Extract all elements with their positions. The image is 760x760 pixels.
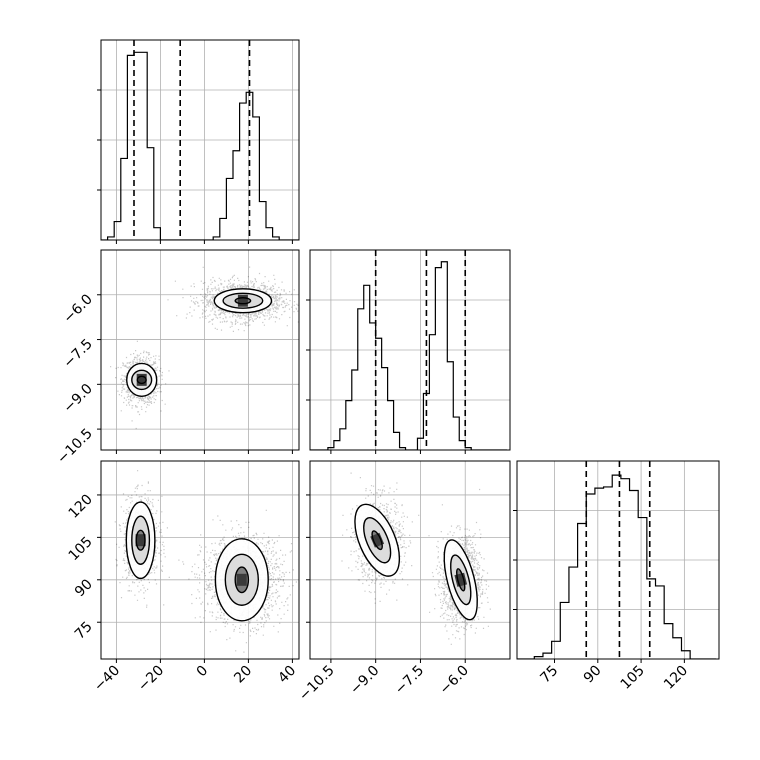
contour-line: [222, 292, 264, 309]
contour-line: [450, 554, 472, 606]
y-tick-label-p2: 90: [72, 576, 96, 600]
contour-line: [131, 515, 151, 565]
contour-line: [363, 516, 392, 564]
histogram-step: [101, 51, 299, 240]
histogram-step: [517, 474, 717, 659]
y-tick-label-p1: −9.0: [60, 381, 95, 416]
joint-p0-p1: [101, 250, 299, 450]
x-tick-label-p0: −40: [91, 663, 123, 695]
joint-p1-p2-frame: [309, 460, 511, 660]
y-tick-label-p1: −7.5: [60, 336, 95, 371]
contour-line: [213, 288, 273, 314]
x-tick-label-p2: 120: [661, 663, 691, 693]
x-tick-label-p0: −20: [135, 663, 167, 695]
density-peak: [370, 532, 385, 548]
x-tick-label-p0: 40: [275, 663, 299, 687]
x-tick-label-p2: 90: [581, 663, 605, 687]
joint-p1-p2: [310, 461, 510, 659]
x-tick-label-p0: 20: [231, 663, 255, 687]
x-tick-label-p2: 105: [618, 663, 648, 693]
contour-line: [131, 369, 153, 391]
x-tick-label-p1: −10.5: [296, 663, 338, 705]
y-tick-label-p1: −6.0: [60, 291, 95, 326]
y-tick-label-p2: 120: [66, 491, 96, 521]
histogram-step: [310, 261, 508, 450]
y-tick-label-p2: 75: [72, 619, 96, 643]
contour-line: [135, 529, 146, 551]
joint-p0-p2-frame: [100, 460, 300, 660]
scatter-points: [110, 266, 299, 430]
density-peak: [237, 294, 248, 307]
contour-line: [354, 503, 401, 577]
x-tick-label-p1: −7.5: [392, 663, 427, 698]
contour-line: [456, 568, 466, 592]
contour-line: [224, 553, 260, 606]
y-tick-label-p2: 105: [66, 534, 96, 564]
y-tick-label-p1: −10.5: [54, 426, 96, 468]
contour-line: [136, 375, 147, 385]
x-tick-label-p1: −6.0: [437, 663, 472, 698]
x-tick-label-p2: 75: [537, 663, 561, 687]
contour-line: [126, 362, 158, 397]
contour-line: [125, 501, 156, 580]
contour-line: [234, 566, 250, 594]
density-peak: [135, 534, 146, 547]
x-tick-label-p0: 0: [194, 663, 212, 681]
joint-p0-p2: [101, 461, 299, 659]
x-tick-label-p1: −9.0: [347, 663, 382, 698]
contour-line: [371, 530, 383, 551]
histogram-p0: [101, 40, 299, 240]
histogram-p1: [310, 250, 510, 450]
joint-p0-p1-frame: [100, 249, 300, 451]
density-peak: [236, 573, 247, 586]
contour-line: [234, 297, 252, 305]
histogram-p2: [517, 461, 719, 659]
density-peak: [136, 373, 147, 386]
contour-line: [214, 538, 269, 622]
contour-line: [443, 539, 478, 621]
